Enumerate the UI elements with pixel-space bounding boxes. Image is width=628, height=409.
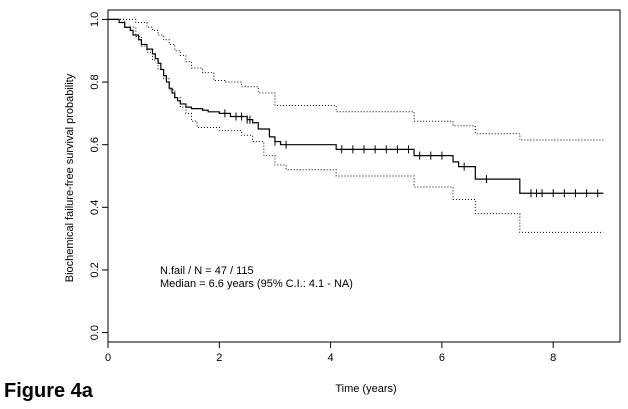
y-tick-label: 0.0 [89, 325, 101, 340]
axes-group: 0 2 4 6 8 0.0 0.2 0.4 0.6 0.8 1.0 [89, 9, 621, 364]
y-tick-label: 0.8 [89, 74, 101, 89]
x-tick-label: 4 [328, 352, 334, 364]
annotation-nfail: N.fail / N = 47 / 115 [160, 265, 254, 277]
labels-group: Time (years) Biochemical failure-free su… [64, 73, 397, 395]
figure-label: Figure 4a [4, 380, 93, 402]
y-tick-label: 0.2 [89, 262, 101, 277]
x-tick-label: 6 [439, 352, 445, 364]
y-tick-label: 1.0 [89, 12, 101, 27]
plot-frame [107, 9, 621, 343]
x-tick-label: 2 [216, 352, 222, 364]
annotation-median: Median = 6.6 years (95% C.I.: 4.1 - NA) [160, 278, 353, 290]
y-axis-label: Biochemical failure-free survival probab… [64, 73, 76, 282]
x-tick-label: 0 [105, 352, 111, 364]
survival-curve [108, 18, 604, 194]
x-axis-label: Time (years) [335, 383, 396, 395]
confidence-band-line [108, 18, 604, 141]
y-tick-label: 0.4 [89, 200, 101, 215]
curves-group [108, 18, 604, 233]
x-tick-label: 8 [550, 352, 556, 364]
y-tick-label: 0.6 [89, 137, 101, 152]
confidence-band-line [108, 18, 604, 233]
